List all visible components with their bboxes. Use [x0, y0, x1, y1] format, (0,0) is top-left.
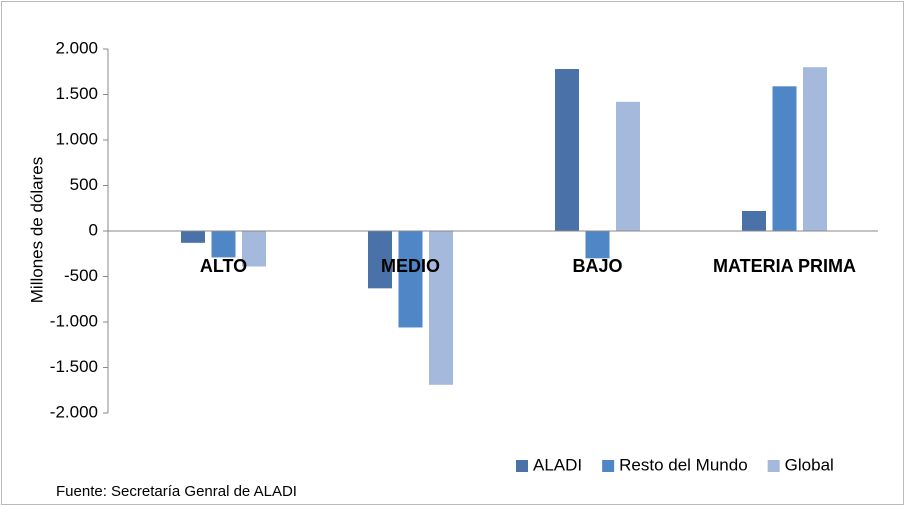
x-tick-label: MATERIA PRIMA — [713, 256, 856, 276]
y-tick-label: 500 — [70, 175, 98, 194]
source-note: Fuente: Secretaría Genral de ALADI — [56, 483, 297, 500]
bar — [803, 67, 827, 231]
bar — [616, 101, 640, 231]
legend-swatch — [767, 460, 780, 472]
y-tick-label: -500 — [64, 266, 98, 285]
y-axis-label: Millones de dólares — [27, 157, 46, 303]
bar — [772, 86, 797, 231]
legend-label: Global — [785, 455, 834, 474]
bar — [211, 231, 236, 258]
x-tick-label: BAJO — [572, 256, 622, 276]
legend-swatch — [602, 460, 615, 472]
bar — [742, 210, 766, 231]
bar — [585, 231, 610, 259]
bar — [181, 231, 205, 243]
y-tick-label: -1.000 — [50, 311, 98, 330]
legend-swatch — [516, 460, 528, 472]
legend-label: Resto del Mundo — [619, 455, 748, 474]
y-tick-label: -1.500 — [50, 357, 98, 376]
bar — [555, 69, 579, 232]
legend-label: ALADI — [533, 455, 582, 474]
y-tick-label: 0 — [89, 220, 98, 239]
bar — [368, 231, 392, 289]
bar — [242, 231, 266, 267]
y-tick-label: 1.000 — [55, 129, 98, 148]
bar — [398, 231, 423, 328]
y-tick-label: -2.000 — [50, 402, 98, 421]
x-tick-label: ALTO — [200, 256, 247, 276]
y-tick-label: 2.000 — [55, 38, 98, 57]
x-tick-label: MEDIO — [381, 256, 440, 276]
y-tick-label: 1.500 — [55, 84, 98, 103]
bar — [429, 231, 453, 385]
